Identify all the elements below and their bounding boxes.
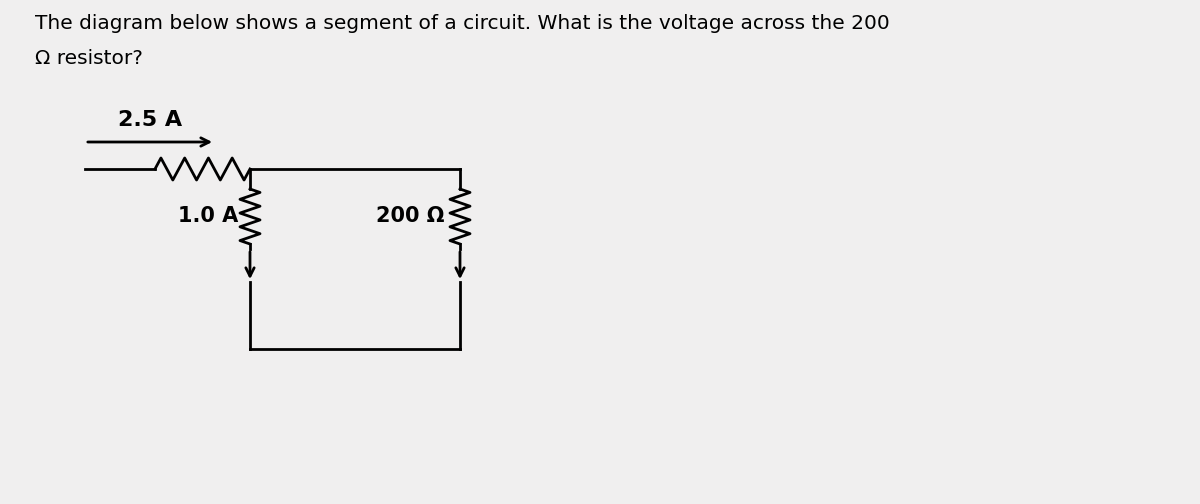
Text: 1.0 A: 1.0 A bbox=[178, 207, 238, 226]
Text: Ω resistor?: Ω resistor? bbox=[35, 49, 143, 68]
Text: The diagram below shows a segment of a circuit. What is the voltage across the 2: The diagram below shows a segment of a c… bbox=[35, 14, 889, 33]
Text: 200 Ω: 200 Ω bbox=[377, 207, 445, 226]
Text: 2.5 A: 2.5 A bbox=[118, 110, 182, 130]
